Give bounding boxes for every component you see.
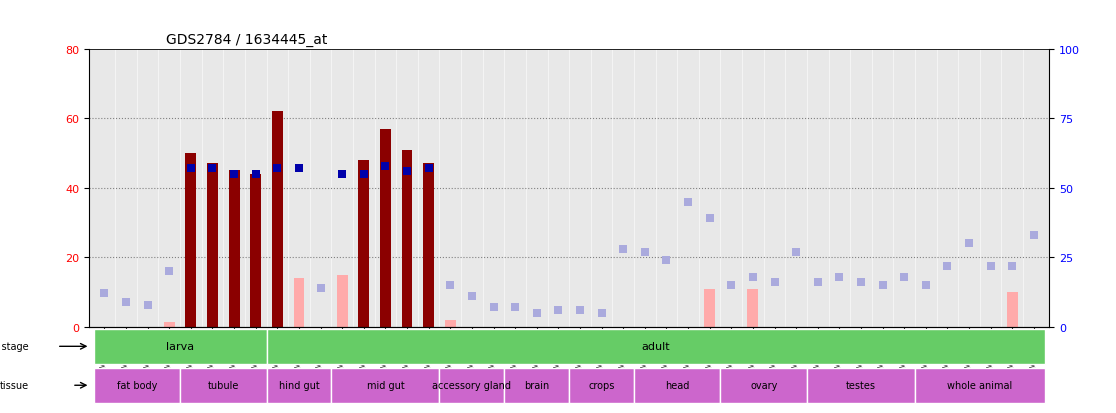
Text: head: head — [665, 380, 690, 390]
FancyBboxPatch shape — [331, 368, 440, 403]
FancyBboxPatch shape — [94, 368, 180, 403]
Text: ovary: ovary — [750, 380, 778, 390]
FancyBboxPatch shape — [721, 368, 807, 403]
Point — [203, 166, 221, 172]
Text: larva: larva — [166, 342, 194, 351]
Point — [311, 285, 329, 292]
Point — [571, 307, 589, 314]
FancyBboxPatch shape — [440, 368, 504, 403]
Text: fat body: fat body — [117, 380, 157, 390]
Bar — [748, 289, 758, 327]
Point — [376, 163, 394, 169]
Point — [895, 274, 913, 280]
Bar — [294, 278, 305, 327]
Point — [441, 282, 459, 289]
Point — [161, 268, 179, 275]
Text: tubule: tubule — [208, 380, 239, 390]
Point — [939, 263, 956, 269]
Point — [355, 171, 373, 178]
Point — [484, 304, 502, 311]
Point — [614, 246, 632, 253]
Text: GDS2784 / 1634445_at: GDS2784 / 1634445_at — [166, 33, 327, 47]
Point — [1024, 232, 1042, 239]
Point — [982, 263, 1000, 269]
Point — [225, 171, 243, 178]
Text: whole animal: whole animal — [947, 380, 1012, 390]
Bar — [337, 275, 347, 327]
Point — [528, 310, 546, 316]
Text: ■ count: ■ count — [166, 412, 206, 413]
FancyBboxPatch shape — [569, 368, 634, 403]
Bar — [445, 320, 455, 327]
Text: adult: adult — [642, 342, 670, 351]
Bar — [208, 164, 218, 327]
Bar — [185, 154, 196, 327]
FancyBboxPatch shape — [267, 368, 331, 403]
Bar — [423, 164, 434, 327]
Point — [680, 199, 698, 206]
Point — [636, 249, 654, 255]
Point — [420, 166, 437, 172]
Text: hind gut: hind gut — [279, 380, 319, 390]
Point — [182, 166, 200, 172]
Point — [766, 279, 783, 286]
FancyBboxPatch shape — [267, 329, 1045, 364]
FancyBboxPatch shape — [504, 368, 569, 403]
Point — [917, 282, 935, 289]
Bar — [402, 150, 413, 327]
Bar — [1007, 292, 1018, 327]
Bar — [250, 174, 261, 327]
Text: mid gut: mid gut — [366, 380, 404, 390]
Point — [852, 279, 869, 286]
FancyBboxPatch shape — [94, 329, 267, 364]
Bar — [272, 112, 282, 327]
Point — [744, 274, 762, 280]
Point — [809, 279, 827, 286]
Text: ■ value, Detection Call = ABSENT: ■ value, Detection Call = ABSENT — [588, 412, 756, 413]
Point — [463, 293, 481, 300]
Point — [722, 282, 740, 289]
Point — [334, 171, 352, 178]
Bar — [164, 322, 175, 327]
Point — [657, 257, 675, 264]
Point — [701, 216, 719, 222]
Point — [1003, 263, 1021, 269]
Text: crops: crops — [588, 380, 615, 390]
Point — [290, 166, 308, 172]
Text: ■ percentile rank within the sample: ■ percentile rank within the sample — [377, 412, 555, 413]
Bar — [704, 289, 715, 327]
FancyBboxPatch shape — [915, 368, 1045, 403]
Point — [960, 240, 978, 247]
Point — [96, 290, 114, 297]
Text: tissue: tissue — [0, 380, 29, 390]
Point — [507, 304, 525, 311]
Point — [549, 307, 567, 314]
Bar — [381, 129, 391, 327]
Text: development stage: development stage — [0, 342, 29, 351]
Text: ■ rank, Detection Call = ABSENT: ■ rank, Detection Call = ABSENT — [799, 412, 962, 413]
Point — [269, 166, 287, 172]
Text: testes: testes — [846, 380, 876, 390]
FancyBboxPatch shape — [634, 368, 721, 403]
Point — [874, 282, 892, 289]
Text: accessory gland: accessory gland — [432, 380, 511, 390]
Point — [138, 301, 156, 308]
Text: brain: brain — [525, 380, 549, 390]
Point — [593, 310, 610, 316]
Point — [787, 249, 805, 255]
Point — [247, 171, 264, 178]
Bar — [358, 161, 369, 327]
FancyBboxPatch shape — [807, 368, 915, 403]
Bar — [229, 171, 240, 327]
Point — [398, 169, 416, 175]
Point — [830, 274, 848, 280]
Point — [117, 299, 135, 305]
FancyBboxPatch shape — [180, 368, 267, 403]
